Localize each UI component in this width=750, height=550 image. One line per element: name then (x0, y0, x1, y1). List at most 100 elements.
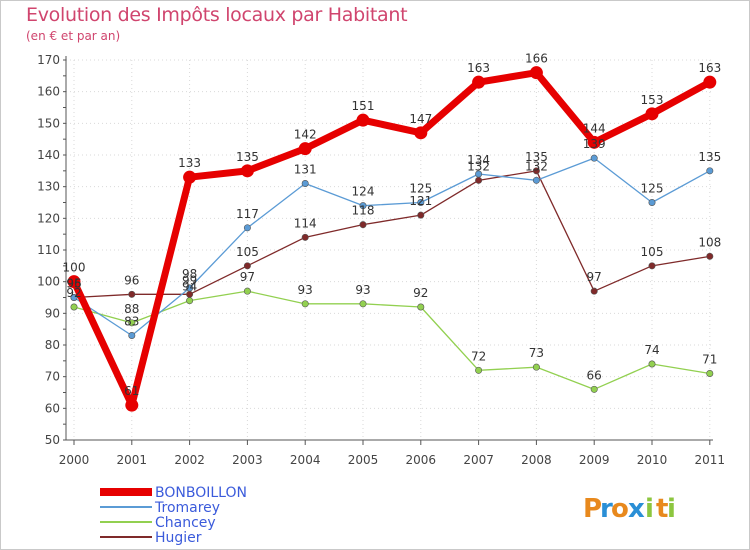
data-point-hugier (417, 211, 425, 219)
y-tick-label: 140 (37, 148, 60, 162)
data-label-chancey: 93 (355, 283, 370, 297)
data-point-tromarey (301, 180, 309, 188)
series-line-tromarey (73, 157, 711, 337)
data-point-bonboillon (414, 126, 428, 140)
data-label-hugier: 99 (182, 273, 197, 287)
data-label-tromarey: 124 (352, 185, 375, 199)
data-point-tromarey (417, 199, 425, 207)
x-tick-label: 2001 (117, 453, 148, 467)
data-point-hugier (128, 290, 136, 298)
y-tick-label: 150 (37, 116, 60, 130)
series-line-chancey (73, 290, 710, 390)
y-tick-label: 120 (37, 211, 60, 225)
legend-label-hugier: Hugier (155, 530, 202, 546)
x-tick-label: 2002 (174, 453, 205, 467)
data-label-bonboillon: 166 (525, 52, 548, 66)
data-point-bonboillon (703, 75, 717, 89)
data-point-chancey (417, 303, 425, 311)
data-label-hugier: 118 (352, 204, 375, 218)
data-label-tromarey: 135 (698, 150, 721, 164)
x-tick-label: 2010 (637, 453, 668, 467)
data-label-chancey: 88 (124, 302, 139, 316)
data-point-hugier (706, 252, 714, 260)
data-point-chancey (359, 300, 367, 308)
y-tick-label: 50 (45, 433, 60, 447)
logo-letter: i (667, 494, 676, 524)
chart-title: Evolution des Impôts locaux par Habitant (26, 4, 408, 26)
y-tick-label: 80 (45, 338, 60, 352)
data-point-chancey (186, 297, 194, 305)
data-label-tromarey: 125 (641, 182, 664, 196)
x-tick-label: 2011 (695, 453, 726, 467)
data-label-tromarey: 134 (467, 153, 490, 167)
data-point-bonboillon (472, 75, 486, 89)
data-point-chancey (128, 319, 136, 327)
data-label-tromarey: 117 (236, 207, 259, 221)
y-tick-label: 90 (45, 306, 60, 320)
y-tick-label: 110 (37, 243, 60, 257)
data-label-hugier: 114 (294, 216, 317, 230)
data-point-hugier (648, 262, 656, 270)
data-point-chancey (648, 360, 656, 368)
data-point-bonboillon (645, 107, 659, 121)
x-tick-label: 2006 (406, 453, 437, 467)
data-point-tromarey (648, 199, 656, 207)
data-label-chancey: 97 (240, 270, 255, 284)
proxiti-logo: Pro x i ti (583, 494, 676, 524)
data-label-tromarey: 83 (124, 315, 139, 329)
y-tick-label: 60 (45, 401, 60, 415)
data-point-tromarey (128, 331, 136, 339)
logo-letter: r (600, 494, 613, 524)
data-label-bonboillon: 100 (63, 261, 86, 275)
data-label-hugier: 96 (66, 277, 81, 291)
data-label-bonboillon: 153 (641, 93, 664, 107)
data-label-hugier: 105 (236, 245, 259, 259)
y-tick-label: 160 (37, 85, 60, 99)
data-label-chancey: 72 (471, 349, 486, 363)
data-label-chancey: 73 (529, 346, 544, 360)
data-point-bonboillon (183, 170, 197, 184)
data-point-bonboillon (298, 142, 312, 156)
data-point-hugier (532, 167, 540, 175)
data-point-tromarey (186, 284, 194, 292)
data-label-bonboillon: 133 (178, 156, 201, 170)
data-label-tromarey: 98 (182, 267, 197, 281)
data-labels: 100 61 133 135 142 151 147 163 166 144 153 163 95 83 9… (63, 52, 722, 398)
data-label-bonboillon: 163 (698, 61, 721, 75)
data-label-chancey: 92 (413, 286, 428, 300)
data-label-tromarey: 95 (66, 277, 81, 291)
data-label-bonboillon: 147 (409, 112, 432, 126)
data-point-bonboillon (529, 66, 543, 80)
legend-label-bonboillon: BONBOILLON (155, 485, 247, 501)
data-label-bonboillon: 151 (352, 99, 375, 113)
data-point-tromarey (70, 293, 78, 301)
logo-letter: x (628, 494, 645, 524)
data-point-bonboillon (67, 275, 81, 289)
series-line-hugier (73, 170, 710, 299)
series-group (67, 66, 717, 412)
x-tick-label: 2007 (463, 453, 494, 467)
data-label-bonboillon: 163 (467, 61, 490, 75)
data-point-bonboillon (240, 164, 254, 178)
data-label-hugier: 132 (467, 159, 490, 173)
data-point-tromarey (706, 167, 714, 175)
y-tick-label: 70 (45, 370, 60, 384)
data-label-chancey: 66 (587, 368, 602, 382)
data-label-chancey: 93 (298, 283, 313, 297)
chart-subtitle: (en € et par an) (26, 29, 121, 43)
data-point-bonboillon (587, 135, 601, 149)
logo-letter: o (611, 494, 629, 524)
x-tick-label: 2003 (232, 453, 263, 467)
x-tick-label: 2005 (348, 453, 379, 467)
data-label-tromarey: 139 (583, 137, 606, 151)
data-point-tromarey (243, 224, 251, 232)
y-tick-label: 100 (37, 275, 60, 289)
data-label-chancey: 74 (644, 343, 659, 357)
data-point-hugier (475, 176, 483, 184)
x-tick-label: 2009 (579, 453, 610, 467)
x-tick-label: 2000 (59, 453, 90, 467)
y-tick-label: 170 (37, 53, 60, 67)
